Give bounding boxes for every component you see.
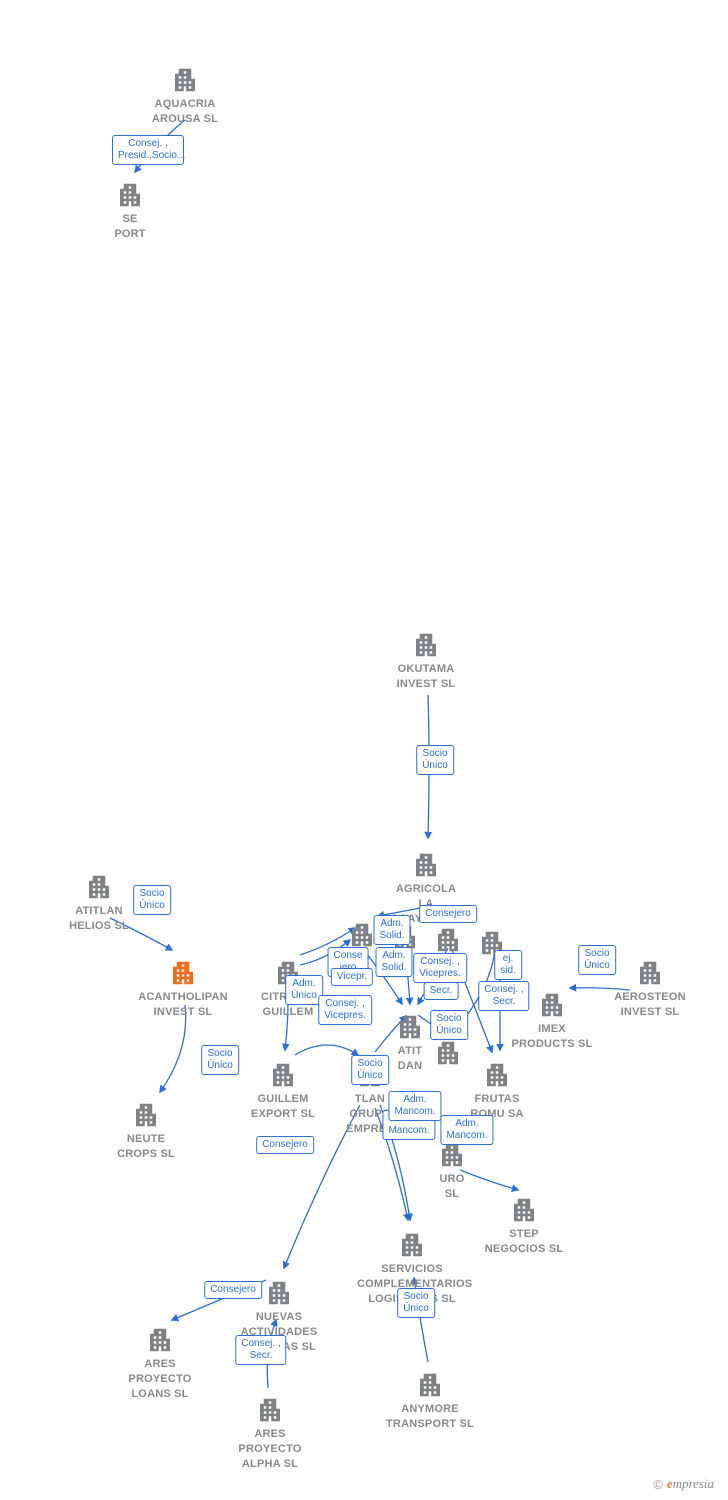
node-acantholipan[interactable]: ACANTHOLIPANINVEST SL [128,958,238,1020]
edge-label: Consej. ,Secr. [235,1335,286,1365]
building-icon [105,1325,215,1355]
node-label: ACANTHOLIPANINVEST SL [128,990,238,1020]
node-label: STEPNEGOCIOS SL [469,1227,579,1257]
building-icon [415,1370,445,1400]
node-se_port[interactable]: SEPORT [75,180,185,242]
edge-label: Adm.Solid. [373,915,410,945]
node-label: AQUACRIAAROUSA SL [130,97,240,127]
node-aquacria[interactable]: AQUACRIAAROUSA SL [130,65,240,127]
building-icon [635,958,665,988]
building-icon [357,1230,467,1260]
edge-label: Adm.Único [285,975,323,1005]
node-center_lower[interactable] [393,1038,503,1068]
building-icon [371,630,481,660]
edge-label: SocioÚnico [416,745,454,775]
node-label: ARESPROYECTOLOANS SL [105,1357,215,1402]
edge-label: Consej. ,Secr. [478,981,529,1011]
node-label: ARESPROYECTOALPHA SL [215,1427,325,1472]
node-label: AEROSTEONINVEST SL [595,990,705,1020]
building-icon [393,1038,503,1068]
building-icon [397,1230,427,1260]
edge-label: Adm.Mancom. [440,1115,493,1145]
building-icon [91,1100,201,1130]
building-icon [255,1395,285,1425]
node-frutas[interactable]: FRUTASROMU SA [442,1060,552,1122]
building-icon [115,180,145,210]
edge-label: ej.sid. [494,950,522,980]
node-label: IMEXPRODUCTS SL [497,1022,607,1052]
edge-label: Consej. ,Presid.,Socio... [112,135,184,165]
edge-label: SocioÚnico [351,1055,389,1085]
edge-label: Vicepr. [331,968,373,986]
node-step[interactable]: STEPNEGOCIOS SL [469,1195,579,1257]
node-uro[interactable]: UROSL [397,1140,507,1202]
edge-label: SocioÚnico [201,1045,239,1075]
edge-label: Consej. ,Vicepres. [413,953,467,983]
edge-label: SocioÚnico [397,1288,435,1318]
building-icon [128,958,238,988]
edge-guillem_exp-tlan_grupo [295,1045,358,1055]
building-icon [264,1278,294,1308]
node-ares_loans[interactable]: ARESPROYECTOLOANS SL [105,1325,215,1402]
node-okutama[interactable]: OKUTAMAINVEST SL [371,630,481,692]
building-icon [131,1100,161,1130]
node-label: OKUTAMAINVEST SL [371,662,481,692]
building-icon [509,1195,539,1225]
edge-label: Secr. [424,982,459,1000]
building-icon [130,65,240,95]
edge-label: SocioÚnico [578,945,616,975]
footer-brand: © empresia [653,1476,714,1492]
node-ares_alpha[interactable]: ARESPROYECTOALPHA SL [215,1395,325,1472]
building-icon [215,1395,325,1425]
building-icon [411,630,441,660]
building-icon [411,850,441,880]
edge-label: Consejero [256,1136,314,1154]
building-icon [371,850,481,880]
copyright-symbol: © [653,1477,663,1492]
building-icon [170,65,200,95]
edge-label: Consej. ,Vicepres. [318,995,372,1025]
building-icon [433,1038,463,1068]
edge-label: Consejero [419,905,477,923]
building-icon [469,1195,579,1225]
node-anymore[interactable]: ANYMORETRANSPORT SL [375,1370,485,1432]
node-label: ANYMORETRANSPORT SL [375,1402,485,1432]
building-icon [268,1060,298,1090]
node-neute[interactable]: NEUTECROPS SL [91,1100,201,1162]
building-icon [145,1325,175,1355]
building-icon [75,180,185,210]
edge-label: SocioÚnico [133,885,171,915]
building-icon [84,872,114,902]
building-icon [537,990,567,1020]
edge-label: Adm.Solid. [375,947,412,977]
node-label: SEPORT [75,212,185,242]
building-icon [168,958,198,988]
building-icon [375,1370,485,1400]
edge-label: Consejero [204,1281,262,1299]
edge-label: SocioÚnico [430,1010,468,1040]
node-label: NEUTECROPS SL [91,1132,201,1162]
brand-rest: mpresia [673,1476,714,1491]
edge-label: Adm.Mancom. [388,1091,441,1121]
